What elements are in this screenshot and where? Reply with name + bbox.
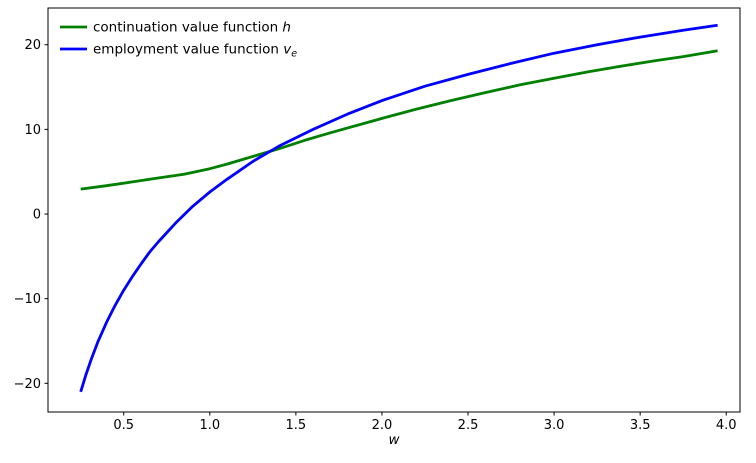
legend-item-label: employment value function ve (93, 42, 297, 60)
y-tick-label: 10 (24, 123, 41, 138)
y-axis: −20 −10 0 10 20 (14, 38, 48, 392)
x-tick-label: 1.0 (199, 418, 220, 433)
x-tick-label: 3.5 (630, 418, 651, 433)
y-tick-label: −20 (14, 377, 41, 392)
x-tick-label: 3.0 (544, 418, 565, 433)
x-tick-label: 1.5 (286, 418, 307, 433)
x-tick-label: 4.0 (716, 418, 737, 433)
y-tick-label: 0 (33, 208, 41, 223)
x-tick-label: 0.5 (113, 418, 134, 433)
x-tick-label: 2.0 (372, 418, 393, 433)
y-tick-label: 20 (24, 38, 41, 53)
plot-border (47, 7, 741, 413)
x-axis-label: w (388, 432, 400, 448)
y-tick-label: −10 (14, 292, 41, 307)
line-employment-value-ve (79, 23, 718, 393)
legend-item-label: continuation value function h (93, 20, 291, 36)
legend: continuation value function h employment … (60, 20, 297, 60)
line-continuation-value-h (80, 49, 718, 191)
x-axis: 0.5 1.0 1.5 2.0 2.5 3.0 3.5 4.0 (113, 412, 737, 433)
x-tick-label: 2.5 (458, 418, 479, 433)
